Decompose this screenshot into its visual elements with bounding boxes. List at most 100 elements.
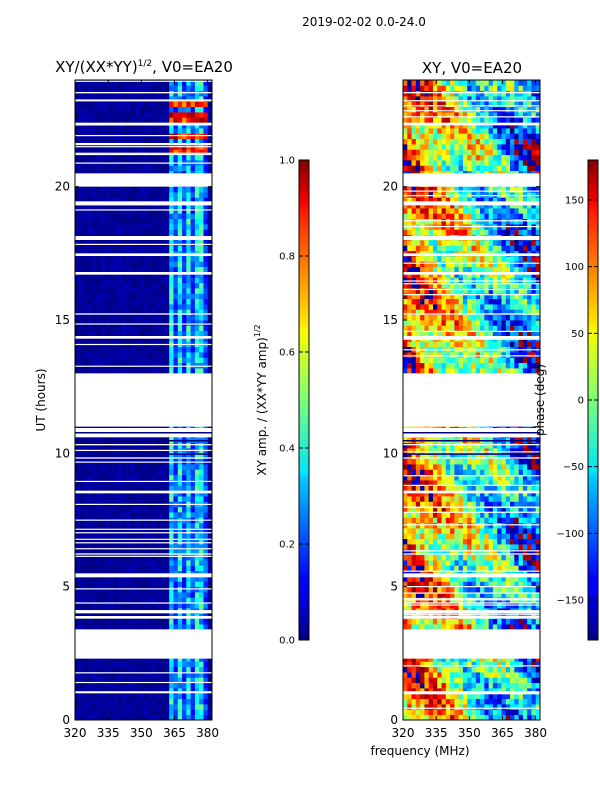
heatmap-cell (403, 624, 408, 630)
heatmap-cell (83, 122, 89, 129)
heatmap-cell (117, 512, 123, 518)
heatmap-cell (194, 288, 200, 294)
heatmap-cell (186, 624, 191, 630)
heatmap-cell (100, 704, 106, 710)
heatmap-cell (497, 624, 502, 630)
heatmap-cell (117, 714, 123, 721)
heatmap-cell (441, 688, 447, 694)
heatmap-cell (147, 218, 153, 225)
heatmap-cell (113, 96, 119, 102)
heatmap-cell (104, 90, 110, 97)
heatmap-cell (122, 288, 127, 294)
heatmap-cell (122, 320, 127, 326)
heatmap-cell (126, 549, 132, 556)
heatmap-cell (130, 618, 136, 625)
flag-line (75, 323, 212, 325)
heatmap-cell (122, 533, 127, 540)
heatmap-cell (194, 186, 200, 193)
heatmap-cell (207, 618, 213, 625)
heatmap-cell (83, 101, 89, 108)
heatmap-cell (194, 309, 200, 316)
heatmap-cell (190, 314, 196, 321)
heatmap-cell (147, 309, 153, 316)
heatmap-cell (207, 666, 213, 673)
heatmap-cell (190, 453, 196, 460)
heatmap-cell (134, 533, 140, 540)
heatmap-cell (156, 522, 162, 529)
heatmap-cell (411, 704, 417, 710)
heatmap-cell (122, 208, 127, 214)
heatmap-cell (79, 602, 84, 609)
heatmap-cell (143, 533, 149, 540)
heatmap-cell (139, 346, 144, 353)
heatmap-cell (169, 506, 174, 513)
heatmap-cell (75, 576, 80, 582)
heatmap-cell (134, 186, 140, 193)
heatmap-cell (104, 208, 110, 214)
heatmap-cell (203, 266, 209, 273)
heatmap-cell (79, 128, 84, 134)
heatmap-cell (100, 240, 106, 246)
heatmap-cell (186, 330, 191, 337)
heatmap-cell (207, 272, 213, 278)
heatmap-cell (467, 592, 472, 598)
heatmap-cell (207, 117, 213, 124)
heatmap-cell (199, 624, 204, 630)
heatmap-cell (147, 261, 153, 268)
heatmap-cell (147, 186, 153, 193)
heatmap-cell (177, 565, 183, 572)
heatmap-cell (160, 229, 166, 236)
heatmap-cell (83, 320, 89, 326)
heatmap-cell (87, 288, 93, 294)
heatmap-cell (156, 80, 162, 86)
heatmap-cell (143, 85, 149, 92)
heatmap-cell (109, 469, 114, 476)
heatmap-cell (75, 229, 80, 236)
heatmap-cell (458, 672, 464, 678)
heatmap-cell (96, 346, 102, 353)
heatmap-cell (147, 474, 153, 481)
flag-line (75, 588, 212, 590)
heatmap-cell (156, 677, 162, 684)
heatmap-cell (83, 565, 89, 572)
heatmap-cell (79, 106, 84, 113)
heatmap-cell (505, 656, 511, 662)
heatmap-cell (87, 442, 93, 449)
heatmap-cell (143, 133, 149, 140)
heatmap-cell (147, 538, 153, 545)
heatmap-cell (87, 698, 93, 705)
heatmap-cell (79, 549, 84, 556)
heatmap-cell (109, 554, 114, 561)
heatmap-cell (186, 528, 191, 534)
heatmap-cell (467, 586, 472, 593)
heatmap-cell (96, 192, 102, 198)
heatmap-cell (164, 346, 170, 353)
heatmap-cell (134, 602, 140, 609)
heatmap-cell (143, 693, 149, 700)
heatmap-cell (147, 117, 153, 124)
heatmap-cell (139, 293, 144, 300)
heatmap-cell (497, 586, 502, 593)
heatmap-cell (207, 304, 213, 310)
heatmap-cell (194, 272, 200, 278)
heatmap-cell (164, 224, 170, 230)
heatmap-cell (134, 357, 140, 364)
heatmap-cell (79, 261, 84, 268)
heatmap-cell (177, 464, 183, 470)
heatmap-cell (177, 442, 183, 449)
heatmap-cell (113, 149, 119, 156)
heatmap-cell (96, 597, 102, 604)
heatmap-cell (194, 304, 200, 310)
heatmap-cell (190, 506, 196, 513)
heatmap-cell (134, 346, 140, 353)
heatmap-cell (164, 709, 170, 716)
heatmap-cell (104, 122, 110, 129)
heatmap-cell (527, 576, 532, 582)
heatmap-cell (186, 693, 191, 700)
heatmap-cell (100, 586, 106, 593)
heatmap-cell (160, 538, 166, 545)
heatmap-cell (445, 618, 451, 625)
heatmap-cell (143, 101, 149, 108)
heatmap-cell (143, 336, 149, 342)
heatmap-cell (186, 368, 191, 374)
